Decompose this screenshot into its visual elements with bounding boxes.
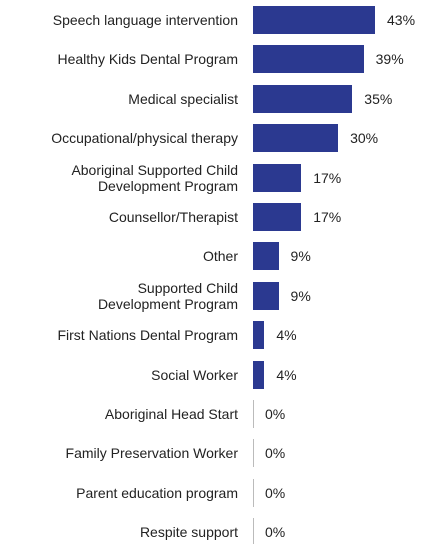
category-label: Counsellor/Therapist (108, 209, 238, 225)
value-label: 9% (290, 287, 311, 304)
value-label: 4% (276, 327, 297, 344)
bar (253, 84, 353, 113)
value-label: 0% (265, 484, 286, 501)
bar (253, 203, 302, 231)
category-label: Speech language intervention (52, 12, 238, 28)
category-label: Medical specialist (128, 90, 238, 107)
value-label: 0% (265, 524, 286, 541)
axis-line (253, 518, 254, 544)
bar (253, 281, 279, 310)
bar (253, 124, 339, 153)
axis-line (253, 400, 254, 428)
value-label: 30% (350, 130, 379, 147)
category-label: Social Worker (151, 366, 238, 383)
value-label: 4% (276, 366, 297, 383)
bar (253, 6, 375, 34)
category-label: Respite support (139, 524, 238, 541)
category-label: Aboriginal Head Start (104, 406, 238, 422)
category-label: Family Preservation Worker (65, 445, 238, 462)
value-label: 43% (387, 12, 416, 28)
bar (253, 242, 279, 271)
value-label: 0% (265, 406, 286, 422)
category-label: Supported Child Development Program (97, 279, 238, 312)
axis-line (253, 478, 254, 507)
value-label: 9% (290, 248, 311, 265)
bar (253, 45, 364, 74)
category-label: Aboriginal Supported Child Development P… (71, 161, 238, 194)
category-label: Healthy Kids Dental Program (57, 51, 238, 68)
value-label: 17% (313, 209, 342, 225)
category-label: First Nations Dental Program (57, 327, 238, 344)
bar (253, 360, 265, 389)
bar (253, 163, 302, 192)
category-label: Parent education program (76, 484, 238, 501)
category-label: Occupational/physical therapy (51, 130, 238, 147)
axis-line (253, 439, 254, 468)
value-label: 17% (313, 169, 342, 186)
value-label: 35% (364, 90, 393, 107)
value-label: 0% (265, 445, 286, 462)
category-label: Other (202, 248, 238, 265)
value-label: 39% (375, 51, 404, 68)
bar (253, 321, 265, 350)
